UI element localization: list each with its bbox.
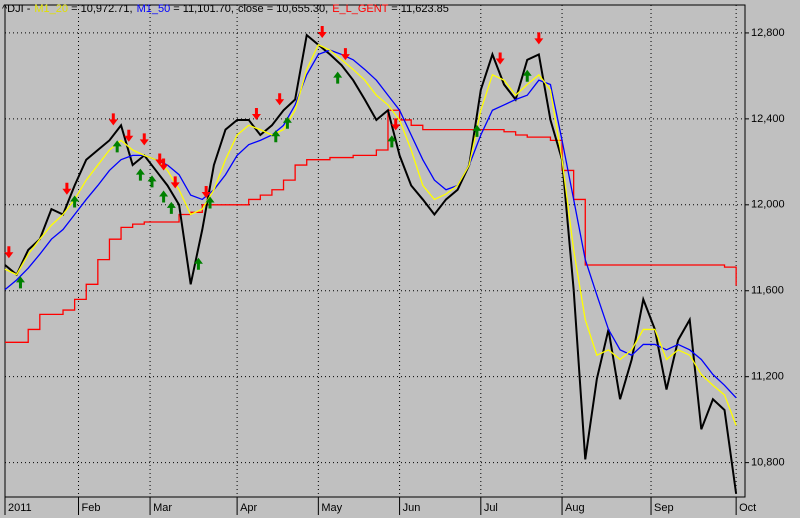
legend-name: M1_50 [137,3,171,15]
sell-arrow [4,246,14,259]
legend-value: 10,972.71 [81,3,130,15]
x-tick-label: Jul [484,502,498,514]
buy-arrow [147,175,157,188]
buy-arrow [282,116,292,129]
header: ^DJI - M1_20 = 10,972.71, M1_50 = 11,101.7… [2,3,449,15]
y-tick-label: 12,400 [751,113,785,125]
legend-value: 11,101.70 [183,3,231,15]
x-tick-label: May [321,502,342,514]
x-tick-label: Apr [240,502,257,514]
buy-arrow [387,135,397,148]
x-tick-label: Oct [739,502,756,514]
sell-arrow [495,52,505,65]
x-tick-label: Sep [654,502,674,514]
sell-arrow [124,129,134,142]
buy-arrow [112,140,122,153]
legend-sep: , [325,3,328,15]
x-tick-label: 2011 [8,502,32,514]
line-e-l-gent [5,109,737,343]
sell-arrow [275,93,285,106]
legend-value: 10,655.30 [276,3,325,15]
buy-arrow [205,196,215,209]
buy-arrow [70,195,80,208]
buy-arrow [271,130,281,143]
buy-arrow [193,257,203,270]
x-tick-label: Feb [82,502,101,514]
sell-arrow [62,182,72,195]
legend-name: M1_20 [34,3,68,15]
line-m1-50 [4,49,737,399]
sell-arrow [391,118,401,131]
sell-arrow [108,113,118,126]
buy-arrow [159,190,169,203]
legend-sep: , [231,3,234,15]
x-tick-label: Mar [153,502,172,514]
legend-sep: = [264,3,277,15]
sell-arrow [139,133,149,146]
sell-arrow [201,186,211,199]
legend-value: 11,623.85 [401,3,449,15]
sell-arrow [159,158,169,171]
plot-area [4,4,746,498]
buy-arrow [522,69,532,82]
legend-sep: , [130,3,133,15]
buy-arrow [166,201,176,214]
legend-sep: = [388,3,401,15]
x-tick-label: Aug [565,502,585,514]
buy-arrow [15,276,25,289]
sell-arrow [251,107,261,120]
y-tick-label: 11,200 [751,371,784,383]
sell-arrow [340,48,350,61]
legend-name: E_L_GENT [332,3,389,15]
legend-sep: = [170,3,183,15]
y-tick-label: 12,800 [751,27,785,39]
sell-arrow [170,176,180,189]
buy-arrow [472,124,482,137]
sell-arrow [317,25,327,38]
y-tick-label: 11,600 [751,285,784,297]
header-title: ^DJI - [2,3,31,15]
buy-arrow [333,71,343,84]
line-m1-20 [4,43,737,426]
legend-sep: = [68,3,81,15]
y-tick-label: 10,800 [751,457,785,469]
buy-arrow [135,168,145,181]
sell-arrow [155,153,165,166]
x-tick-label: Jun [403,502,421,514]
sell-arrow [534,32,544,45]
y-tick-label: 12,000 [751,199,785,211]
legend-name: close [238,3,264,15]
